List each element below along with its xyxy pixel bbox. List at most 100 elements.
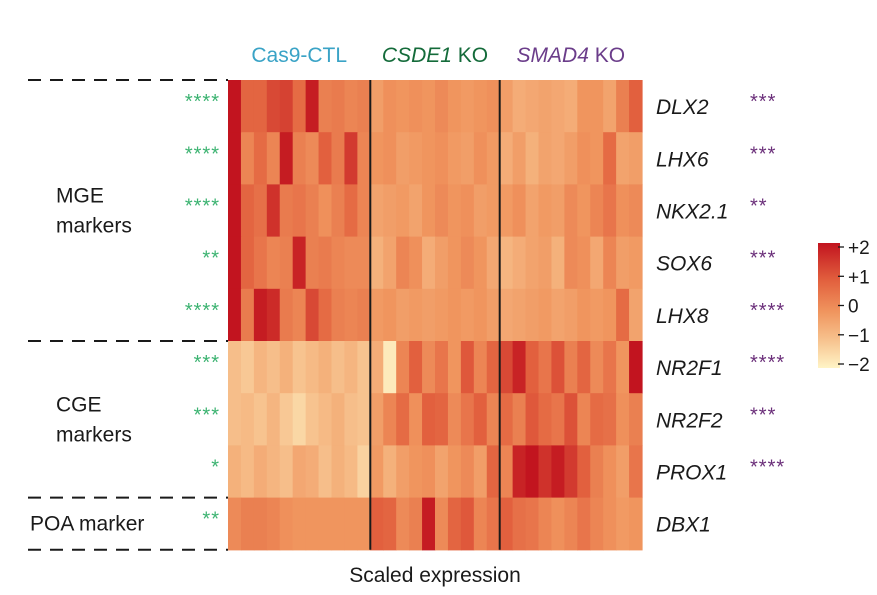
- heatmap-cell: [228, 497, 242, 551]
- heatmap-cell: [629, 236, 643, 290]
- colorbar-tick-label: +2: [848, 238, 870, 259]
- heatmap-cell: [629, 132, 643, 185]
- gene-label: LHX6: [656, 148, 709, 171]
- heatmap-cell: [512, 393, 527, 446]
- heatmap-cell: [616, 132, 630, 185]
- heatmap-cell: [331, 393, 346, 446]
- heatmap-cell: [305, 445, 320, 499]
- heatmap-cell: [590, 184, 604, 238]
- gene-label: NR2F1: [656, 357, 723, 380]
- heatmap-cell: [616, 393, 630, 446]
- heatmap-cell: [460, 445, 475, 499]
- heatmap-cell: [525, 341, 540, 394]
- heatmap-cell: [331, 236, 346, 290]
- heatmap-cell: [409, 184, 423, 238]
- heatmap-cell: [279, 236, 294, 290]
- heatmap-cell: [499, 393, 514, 446]
- heatmap-cell: [357, 288, 371, 342]
- gene-labels: DLX2 LHX6 NKX2.1 SOX6 LHX8 NR2F1 NR2F2 PROX1 DBX…: [656, 96, 728, 537]
- heatmap-cell: [292, 341, 307, 394]
- heatmap-cell: [590, 393, 604, 446]
- heatmap-cell: [279, 445, 294, 499]
- right-significance-stars: ****: [750, 300, 785, 322]
- condition-label: SMAD4 KO: [517, 44, 626, 67]
- condition-label-part: CSDE1: [382, 44, 452, 67]
- heatmap-cell: [344, 445, 358, 499]
- heatmap-cell: [357, 132, 371, 185]
- heatmap-cell: [305, 497, 320, 551]
- right-significance-stars: ****: [750, 457, 785, 479]
- heatmap-cell: [499, 132, 514, 185]
- heatmap-cell: [331, 341, 346, 394]
- heatmap-cell: [486, 341, 501, 394]
- heatmap-cell: [486, 80, 501, 133]
- heatmap-cell: [525, 393, 540, 446]
- heatmap-cell: [525, 288, 540, 342]
- heatmap-cell: [603, 288, 617, 342]
- heatmap-cell: [344, 393, 358, 446]
- heatmap-cell: [499, 288, 514, 342]
- heatmap-cell: [447, 184, 462, 238]
- heatmap-cell: [435, 445, 449, 499]
- heatmap-cell: [240, 80, 255, 133]
- condition-labels: Cas9-CTL CSDE1 KO SMAD4 KO: [251, 44, 625, 67]
- heatmap-cell: [240, 288, 255, 342]
- gene-label: DBX1: [656, 514, 711, 537]
- heatmap-cell: [447, 132, 462, 185]
- heatmap-cell: [357, 393, 371, 446]
- heatmap-cell: [318, 497, 333, 551]
- condition-label-part: KO: [452, 44, 488, 67]
- heatmap-cell: [590, 236, 604, 290]
- heatmap-cell: [538, 445, 553, 499]
- heatmap-cell: [460, 393, 475, 446]
- left-significance-stars: ****: [185, 300, 220, 322]
- heatmap-cell: [473, 288, 488, 342]
- heatmap-cell: [538, 236, 553, 290]
- heatmap-cell: [435, 184, 449, 238]
- heatmap-cell: [383, 497, 397, 551]
- heatmap-cell: [447, 341, 462, 394]
- heatmap-cell: [512, 497, 527, 551]
- heatmap-cell: [305, 184, 320, 238]
- heatmap-cell: [396, 341, 410, 394]
- heatmap-cell: [396, 132, 410, 185]
- heatmap-cell: [370, 393, 384, 446]
- heatmap-cell: [266, 445, 281, 499]
- heatmap-cell: [538, 288, 553, 342]
- heatmap-cell: [551, 288, 565, 342]
- heatmap-cell: [512, 132, 527, 185]
- heatmap-cell: [577, 184, 591, 238]
- heatmap-cell: [357, 341, 371, 394]
- colorbar-tick-label: +1: [848, 267, 870, 288]
- condition-label: Cas9-CTL: [251, 44, 347, 67]
- condition-dividers: [369, 80, 501, 550]
- heatmap-cell: [577, 288, 591, 342]
- gene-label: SOX6: [656, 253, 712, 276]
- heatmap-cell: [616, 341, 630, 394]
- heatmap-cell: [616, 288, 630, 342]
- heatmap-cell: [616, 80, 630, 133]
- heatmap-cell: [409, 497, 423, 551]
- heatmap-cell: [590, 132, 604, 185]
- heatmap-cell: [228, 236, 242, 290]
- heatmap-cell: [279, 341, 294, 394]
- gene-label: DLX2: [656, 96, 709, 119]
- heatmap-cell: [460, 184, 475, 238]
- heatmap-cell: [564, 288, 578, 342]
- heatmap-cell: [240, 497, 255, 551]
- heatmap-cell: [279, 497, 294, 551]
- heatmap-cell: [318, 445, 333, 499]
- heatmap-cell: [435, 80, 449, 133]
- heatmap-cell: [473, 132, 488, 185]
- heatmap-cell: [512, 184, 527, 238]
- heatmap-cell: [616, 236, 630, 290]
- heatmap-cell: [383, 341, 397, 394]
- heatmap-cell: [512, 80, 527, 133]
- heatmap-cell: [590, 80, 604, 133]
- heatmap-cell: [422, 497, 436, 551]
- heatmap-cell: [629, 497, 643, 551]
- heatmap-cell: [383, 80, 397, 133]
- heatmap-cell: [422, 341, 436, 394]
- heatmap-cell: [590, 445, 604, 499]
- heatmap-cell: [564, 341, 578, 394]
